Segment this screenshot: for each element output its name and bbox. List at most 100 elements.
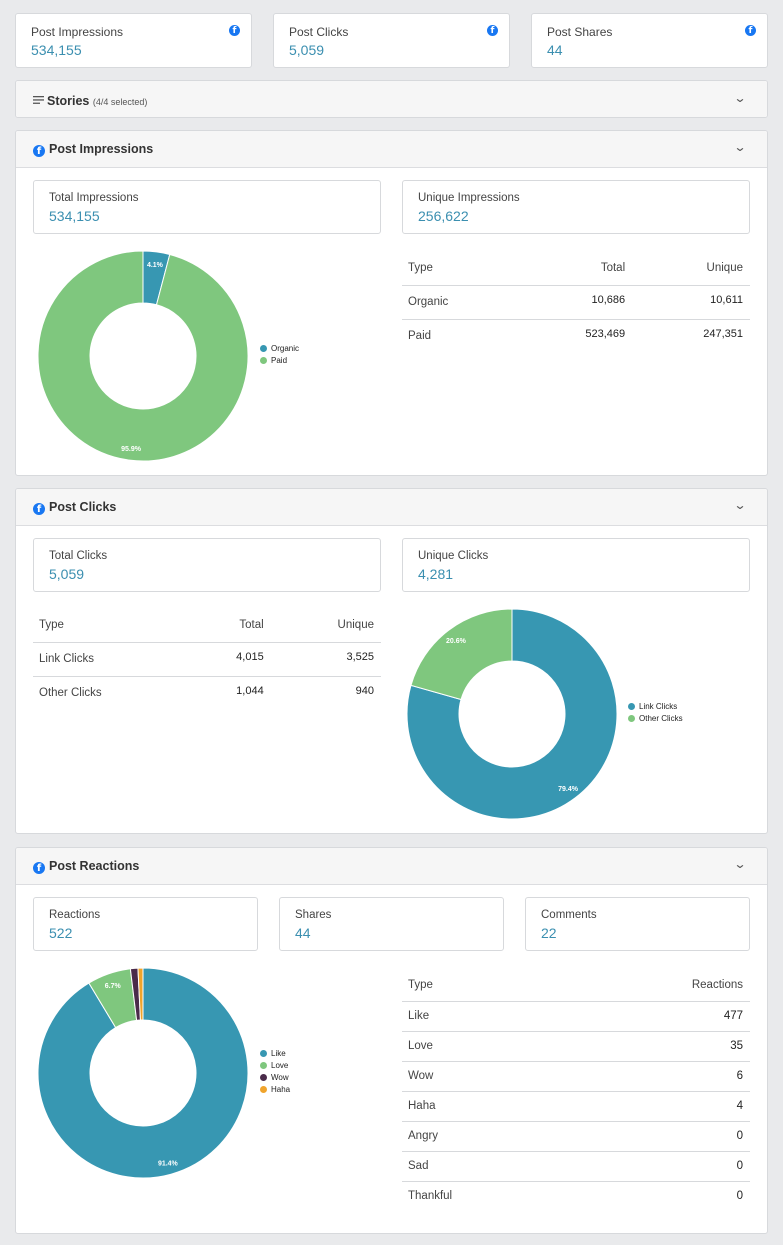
facebook-icon: f (33, 862, 45, 874)
donut-slice-paid (37, 250, 249, 462)
summary-label: Post Impressions (31, 25, 124, 39)
legend-label: Organic (271, 344, 300, 353)
chart-legend: Link Clicks Other Clicks (628, 701, 683, 725)
table-cell: 6 (563, 1061, 750, 1092)
chevron-down-icon[interactable]: ⌄ (733, 498, 747, 512)
metric-value: 534,155 (49, 208, 100, 224)
chart-legend: Like Love Wow Haha (260, 1048, 290, 1096)
metric-value: 5,059 (49, 566, 85, 582)
table-cell: Paid (408, 330, 432, 343)
table-cell: Angry (402, 1121, 564, 1152)
column-header: Unique (639, 252, 750, 286)
legend-swatch (628, 703, 635, 710)
table-cell: 35 (563, 1031, 750, 1062)
column-header: Total (177, 609, 290, 643)
metric-label: Shares (295, 909, 332, 921)
panel-title: f Post Reactions (33, 859, 139, 874)
clicks-donut-chart: 79.4% 20.6% (406, 608, 618, 820)
stories-label: Stories (47, 94, 90, 108)
table-cell: Sad (402, 1151, 564, 1182)
table-row: Wow 6 (402, 1061, 750, 1092)
metric-shares: Shares 44 (279, 897, 504, 951)
table-row: Paid 523,469 247,351 (402, 319, 750, 353)
slice-label: 95.9% (121, 446, 142, 453)
legend-label: Paid (271, 356, 288, 365)
legend-item: Organic (260, 343, 299, 355)
stories-panel[interactable]: Stories (4/4 selected) ⌄ (15, 80, 768, 118)
metric-label: Unique Impressions (418, 192, 520, 204)
legend-item: Haha (260, 1084, 290, 1096)
clicks-header[interactable]: f Post Clicks ⌄ (16, 489, 767, 526)
metric-comments: Comments 22 (525, 897, 750, 951)
impressions-donut-chart: 4.1% 95.9% (37, 250, 249, 462)
summary-value: 44 (547, 42, 563, 58)
table-cell: 0 (563, 1121, 750, 1152)
chevron-down-icon[interactable]: ⌄ (733, 140, 747, 154)
table-cell: 940 (355, 684, 374, 697)
reactions-title: Post Reactions (49, 859, 140, 873)
donut-slice-like (37, 967, 249, 1179)
column-header: Total (511, 252, 640, 286)
summary-value: 534,155 (31, 42, 82, 58)
slice-label: 20.6% (446, 638, 467, 645)
table-row: Thankful 0 (402, 1181, 750, 1211)
table-cell: 4 (563, 1091, 750, 1122)
legend-label: Link Clicks (639, 702, 678, 711)
facebook-icon: f (487, 25, 498, 36)
table-cell: 10,686 (511, 285, 640, 320)
panel-title: f Post Clicks (33, 500, 116, 515)
table-row: Like 477 (402, 1001, 750, 1032)
facebook-icon: f (33, 503, 45, 515)
metric-label: Unique Clicks (418, 550, 489, 562)
metric-unique-clicks: Unique Clicks 4,281 (402, 538, 750, 592)
facebook-icon: f (33, 145, 45, 157)
stories-header[interactable]: Stories (4/4 selected) ⌄ (16, 81, 767, 117)
table-cell: 523,469 (585, 327, 626, 340)
impressions-title: Post Impressions (49, 142, 154, 156)
legend-label: Other Clicks (639, 714, 683, 723)
table-row: Love 35 (402, 1031, 750, 1062)
legend-swatch (260, 1086, 267, 1093)
legend-swatch (260, 1050, 267, 1057)
summary-label: Post Shares (547, 25, 613, 39)
table-cell: Link Clicks (33, 642, 178, 677)
impressions-header[interactable]: f Post Impressions ⌄ (16, 131, 767, 168)
column-header: Type (402, 969, 564, 1002)
table-header-row: Type Reactions (402, 969, 750, 1002)
legend-swatch (628, 715, 635, 722)
table-cell: Like (402, 1001, 564, 1032)
metric-value: 22 (541, 925, 557, 941)
legend-swatch (260, 345, 267, 352)
donut-slice-link-clicks (406, 608, 618, 820)
column-header: Unique (289, 609, 381, 643)
table-cell: Thankful (408, 1190, 453, 1203)
chevron-down-icon[interactable]: ⌄ (733, 91, 747, 105)
table-cell: Haha (402, 1091, 564, 1122)
table-row: Angry 0 (402, 1121, 750, 1152)
clicks-panel: f Post Clicks ⌄ Total Clicks 5,059 Unique… (15, 488, 768, 834)
metric-value: 522 (49, 925, 73, 941)
stories-title: Stories (4/4 selected) (33, 93, 147, 108)
metric-unique-impressions: Unique Impressions 256,622 (402, 180, 750, 234)
summary-card-impressions: Post Impressions 534,155 f (15, 13, 252, 68)
slice-label: 91.4% (158, 1161, 179, 1168)
table-cell: 0 (563, 1151, 750, 1182)
legend-item: Paid (260, 355, 299, 367)
summary-label: Post Clicks (289, 25, 349, 39)
chevron-down-icon[interactable]: ⌄ (733, 857, 747, 871)
metric-label: Reactions (49, 909, 101, 921)
table-cell: Other Clicks (39, 687, 102, 700)
legend-swatch (260, 357, 267, 364)
table-row: Sad 0 (402, 1151, 750, 1182)
column-header: Reactions (563, 969, 750, 1002)
slice-label: 6.7% (105, 983, 122, 990)
reactions-header[interactable]: f Post Reactions ⌄ (16, 848, 767, 885)
donut-slice-other-clicks (410, 608, 513, 701)
stories-count: (4/4 selected) (92, 97, 148, 107)
metric-total-impressions: Total Impressions 534,155 (33, 180, 381, 234)
metric-label: Total Impressions (49, 192, 139, 204)
summary-value: 5,059 (289, 42, 325, 58)
table-row: Organic 10,686 10,611 (402, 285, 750, 320)
list-icon (33, 93, 44, 107)
metric-value: 4,281 (418, 566, 454, 582)
